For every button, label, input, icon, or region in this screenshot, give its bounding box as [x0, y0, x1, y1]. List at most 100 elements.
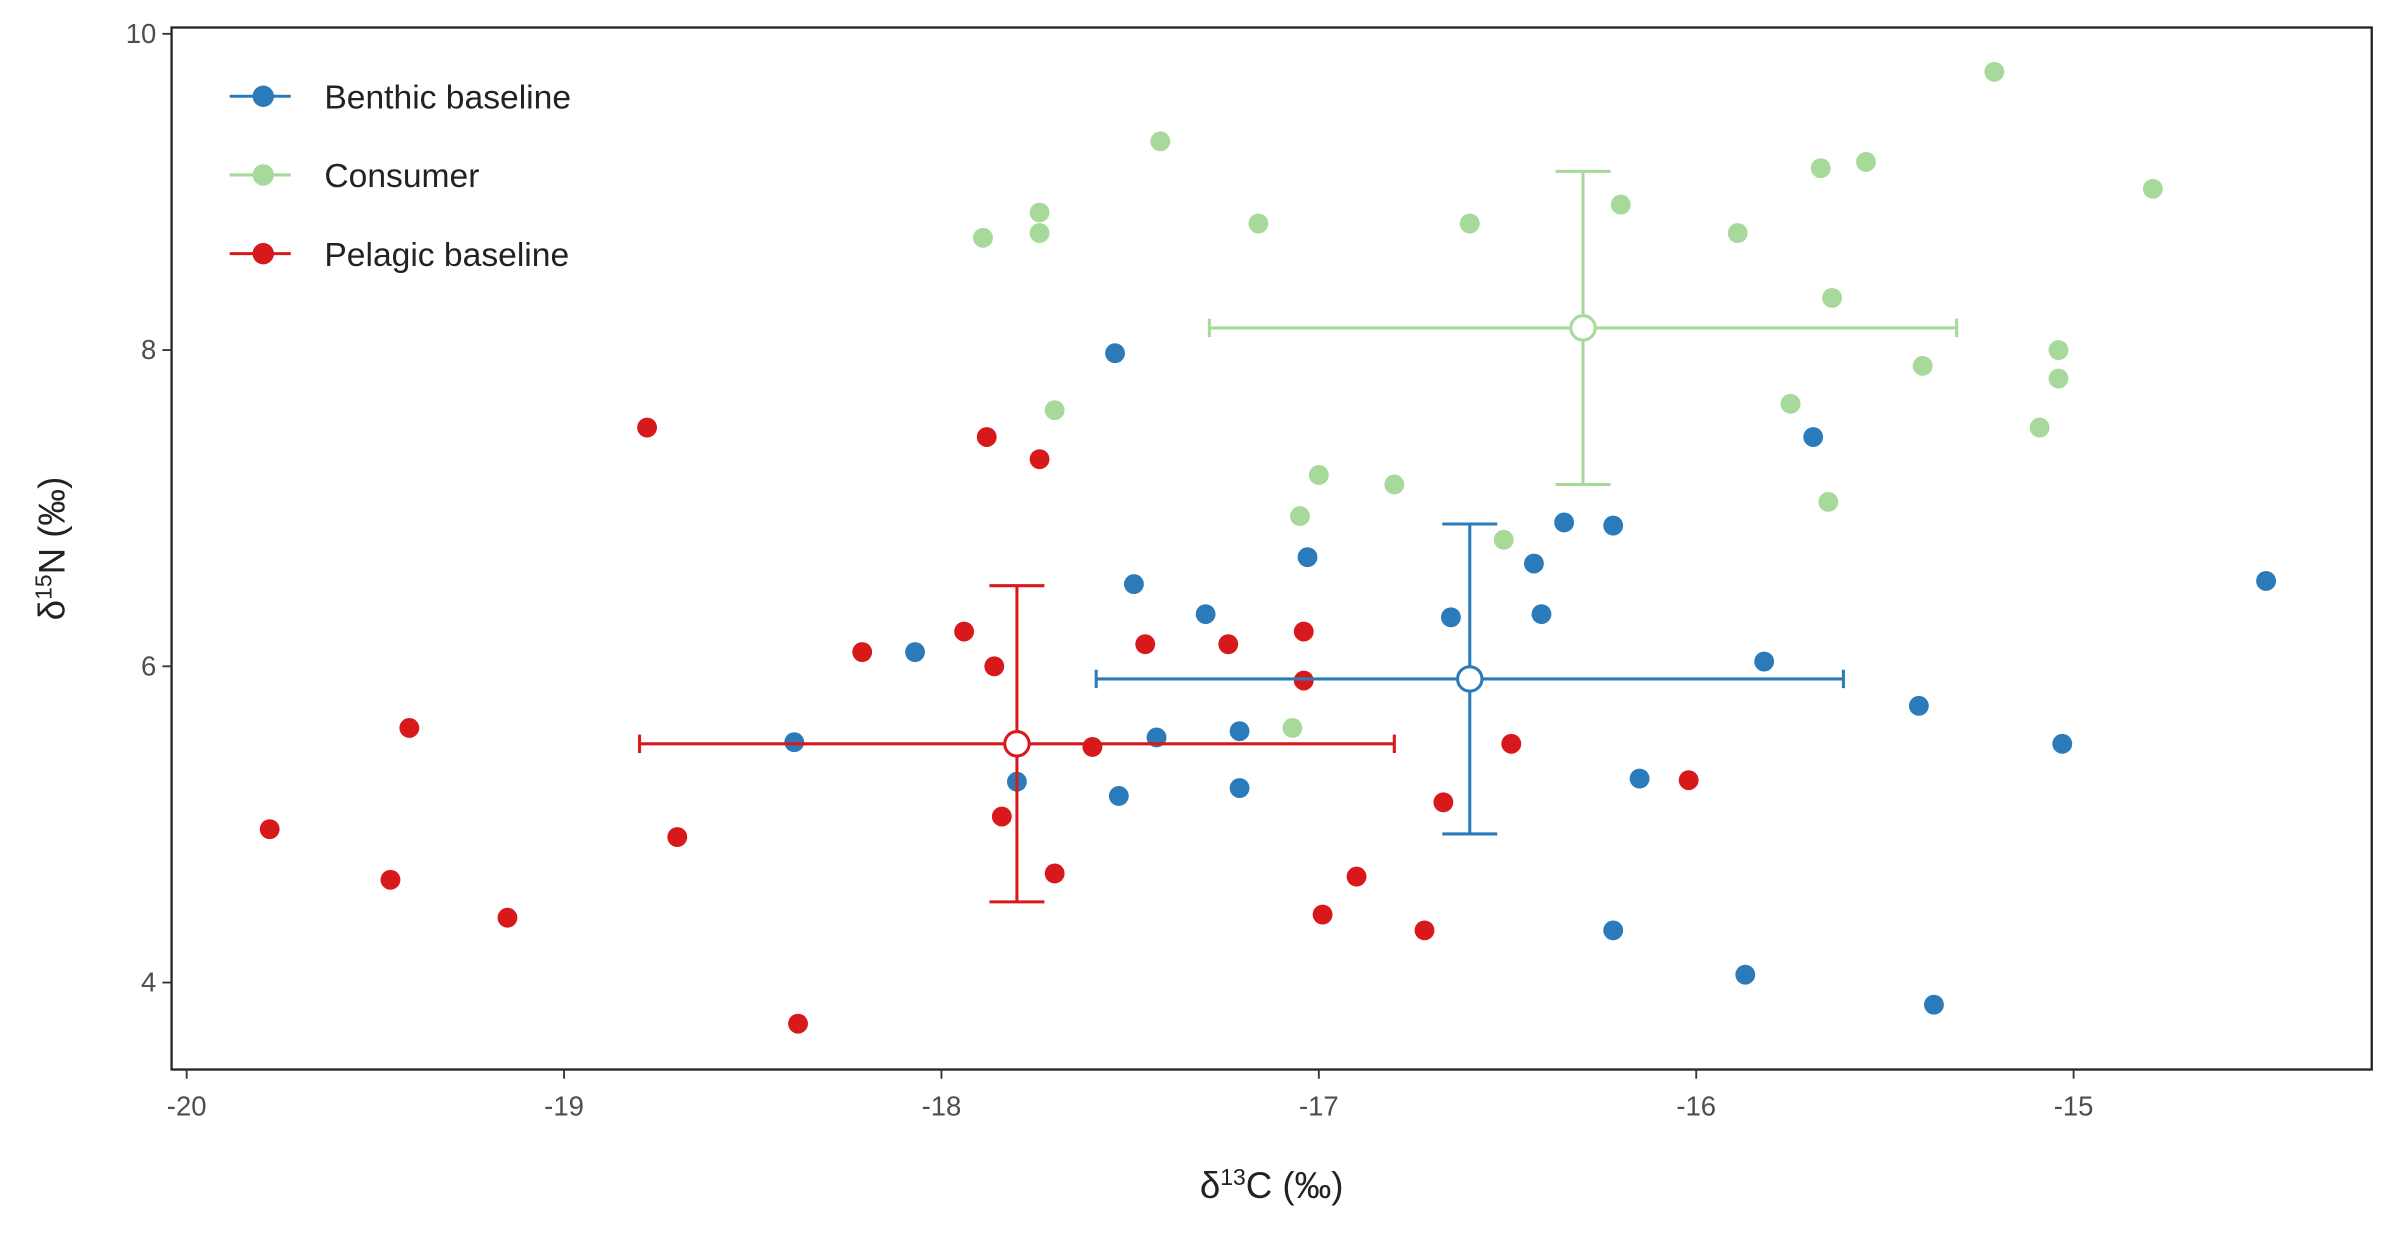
- data-point: [1856, 151, 1876, 172]
- mean-point: [1569, 314, 1597, 342]
- data-point: [1029, 223, 1050, 243]
- mean-point: [1456, 665, 1484, 693]
- data-point: [1678, 770, 1699, 791]
- data-point: [1440, 607, 1461, 628]
- data-point: [1501, 733, 1522, 754]
- data-point: [1229, 721, 1250, 742]
- x-tick-label: -20: [167, 1090, 207, 1121]
- data-point: [1912, 355, 1933, 376]
- data-point: [1044, 863, 1065, 884]
- data-point: [905, 642, 925, 663]
- y-tick-label: 10: [126, 18, 157, 49]
- y-axis-title-suffix: N (‰): [32, 477, 73, 575]
- data-point: [1297, 547, 1318, 568]
- y-tick-label: 6: [141, 650, 156, 681]
- data-point: [380, 869, 401, 890]
- data-point: [973, 227, 993, 248]
- y-axis-title: δ15N (‰): [31, 477, 73, 621]
- data-point: [784, 732, 805, 753]
- data-point: [1803, 427, 1824, 447]
- data-point: [1754, 651, 1775, 672]
- data-point: [2052, 733, 2073, 754]
- data-point: [954, 621, 975, 642]
- data-point: [788, 1013, 808, 1034]
- data-point: [1384, 474, 1405, 495]
- data-point: [1780, 393, 1801, 414]
- data-point: [1818, 491, 1839, 512]
- data-point: [852, 642, 873, 663]
- x-tick-label: -17: [1299, 1090, 1339, 1121]
- data-point: [1414, 920, 1435, 941]
- x-tick-label: -18: [922, 1090, 962, 1121]
- data-point: [1229, 778, 1250, 798]
- x-tick-label: -15: [2054, 1090, 2094, 1121]
- data-point: [1735, 964, 1756, 985]
- y-axis-title-prefix: δ: [32, 600, 73, 620]
- x-axis-title: δ13C (‰): [1200, 1164, 1344, 1206]
- data-point: [1150, 131, 1171, 152]
- data-point: [1629, 768, 1650, 789]
- mean-point: [1003, 730, 1031, 758]
- data-point: [1433, 792, 1454, 813]
- data-point: [1603, 920, 1624, 941]
- data-point: [1908, 695, 1929, 716]
- plot-border: [170, 26, 2373, 1071]
- data-point: [1195, 604, 1216, 625]
- data-point: [1727, 223, 1748, 243]
- data-point: [1346, 866, 1367, 887]
- data-point: [2142, 178, 2163, 199]
- data-point: [984, 656, 1005, 677]
- data-point: [1603, 515, 1624, 536]
- x-tick-label: -19: [544, 1090, 584, 1121]
- data-point: [1493, 529, 1514, 550]
- data-point: [2048, 340, 2069, 360]
- data-point: [1044, 400, 1065, 421]
- data-point: [1459, 213, 1480, 234]
- data-point: [1135, 634, 1156, 655]
- data-point: [1554, 512, 1575, 533]
- data-point: [1108, 786, 1129, 806]
- data-point: [1524, 553, 1544, 574]
- y-axis-title-sup: 15: [31, 574, 57, 599]
- data-point: [1531, 604, 1552, 625]
- data-point: [1248, 213, 1269, 234]
- data-point: [1282, 718, 1303, 738]
- data-point: [1290, 506, 1310, 527]
- data-point: [1105, 343, 1125, 364]
- data-point: [259, 819, 280, 840]
- data-point: [667, 827, 688, 848]
- y-tick-label: 8: [141, 334, 156, 365]
- data-point: [1610, 194, 1631, 215]
- legend-marker: [252, 164, 274, 186]
- x-axis-title-prefix: δ: [1200, 1165, 1220, 1206]
- data-point: [2029, 417, 2050, 438]
- data-point: [991, 806, 1012, 827]
- data-point: [1293, 670, 1314, 691]
- x-axis-title-suffix: C (‰): [1246, 1165, 1344, 1206]
- legend-marker: [252, 242, 274, 265]
- data-point: [399, 718, 420, 738]
- data-point: [976, 427, 997, 447]
- legend-label: Pelagic baseline: [324, 237, 569, 274]
- data-point: [1123, 574, 1144, 595]
- data-point: [2048, 368, 2069, 389]
- data-point: [497, 907, 518, 928]
- data-point: [637, 417, 658, 438]
- data-point: [1984, 61, 2005, 82]
- data-point: [1312, 904, 1333, 925]
- data-point: [1293, 621, 1314, 642]
- data-point: [1308, 465, 1329, 485]
- x-tick-label: -16: [1676, 1090, 1716, 1121]
- data-point: [1082, 737, 1103, 757]
- legend-label: Benthic baseline: [324, 79, 571, 116]
- data-point: [1810, 158, 1831, 179]
- data-point: [1029, 202, 1050, 223]
- data-point: [1029, 449, 1050, 470]
- legend-label: Consumer: [324, 158, 479, 195]
- data-point: [1218, 634, 1239, 655]
- legend-marker: [252, 85, 274, 107]
- data-point: [2256, 570, 2276, 591]
- data-point: [1924, 994, 1944, 1015]
- data-point: [1822, 287, 1843, 308]
